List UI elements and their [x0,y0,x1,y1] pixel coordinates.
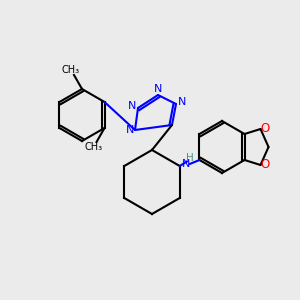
Text: O: O [260,158,269,172]
Text: CH₃: CH₃ [62,65,80,75]
Text: O: O [260,122,269,136]
Text: N: N [126,125,134,135]
Text: CH₃: CH₃ [85,142,103,152]
Text: N: N [128,101,136,111]
Text: H: H [186,153,194,163]
Text: N: N [178,97,186,107]
Text: N: N [154,84,162,94]
Text: N: N [182,159,190,169]
